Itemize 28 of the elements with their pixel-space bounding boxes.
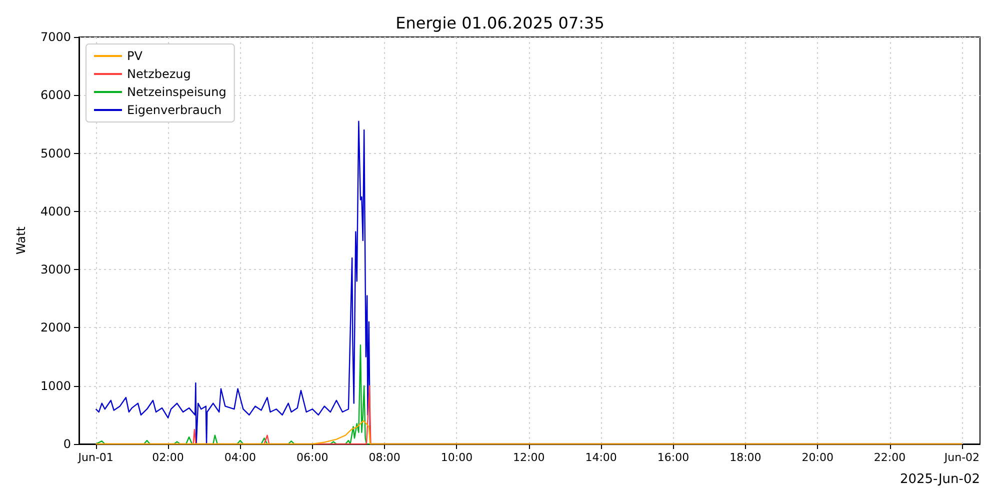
y-tick-label: 4000 [40, 204, 71, 218]
x-tick-label: 12:00 [513, 451, 545, 464]
x-tick-label: 06:00 [296, 451, 328, 464]
y-tick-label: 7000 [40, 30, 71, 44]
text: 2025-Jun-02 [900, 472, 980, 487]
legend-label: Eigenverbrauch [127, 103, 222, 117]
y-tick-label: 0 [63, 437, 71, 451]
x-tick-label: Jun-02 [943, 451, 980, 464]
x-tick-label: 04:00 [224, 451, 256, 464]
y-tick-label: 6000 [40, 88, 71, 102]
x-tick-label: 14:00 [585, 451, 617, 464]
x-tick-label: Jun-01 [77, 451, 114, 464]
y-axis-title: Watt [14, 226, 28, 254]
x-tick-label: 18:00 [730, 451, 762, 464]
y-tick-label: 1000 [40, 378, 71, 393]
legend-label: Netzeinspeisung [127, 85, 226, 99]
legend-label: Netzbezug [127, 67, 191, 81]
x-tick-label: 20:00 [802, 451, 834, 464]
y-tick-label: 5000 [40, 146, 71, 160]
y-tick-label: 2000 [40, 320, 71, 335]
x-tick-label: 08:00 [368, 451, 400, 464]
legend-label: PV [127, 49, 144, 63]
x-tick-label: 10:00 [440, 451, 473, 464]
x-tick-label: 02:00 [152, 451, 184, 464]
chart-title: Energie 01.06.2025 07:35 [396, 14, 604, 32]
y-tick-label: 3000 [40, 262, 71, 277]
x-tick-label: 22:00 [874, 451, 906, 464]
x-tick-label: 16:00 [657, 451, 690, 464]
